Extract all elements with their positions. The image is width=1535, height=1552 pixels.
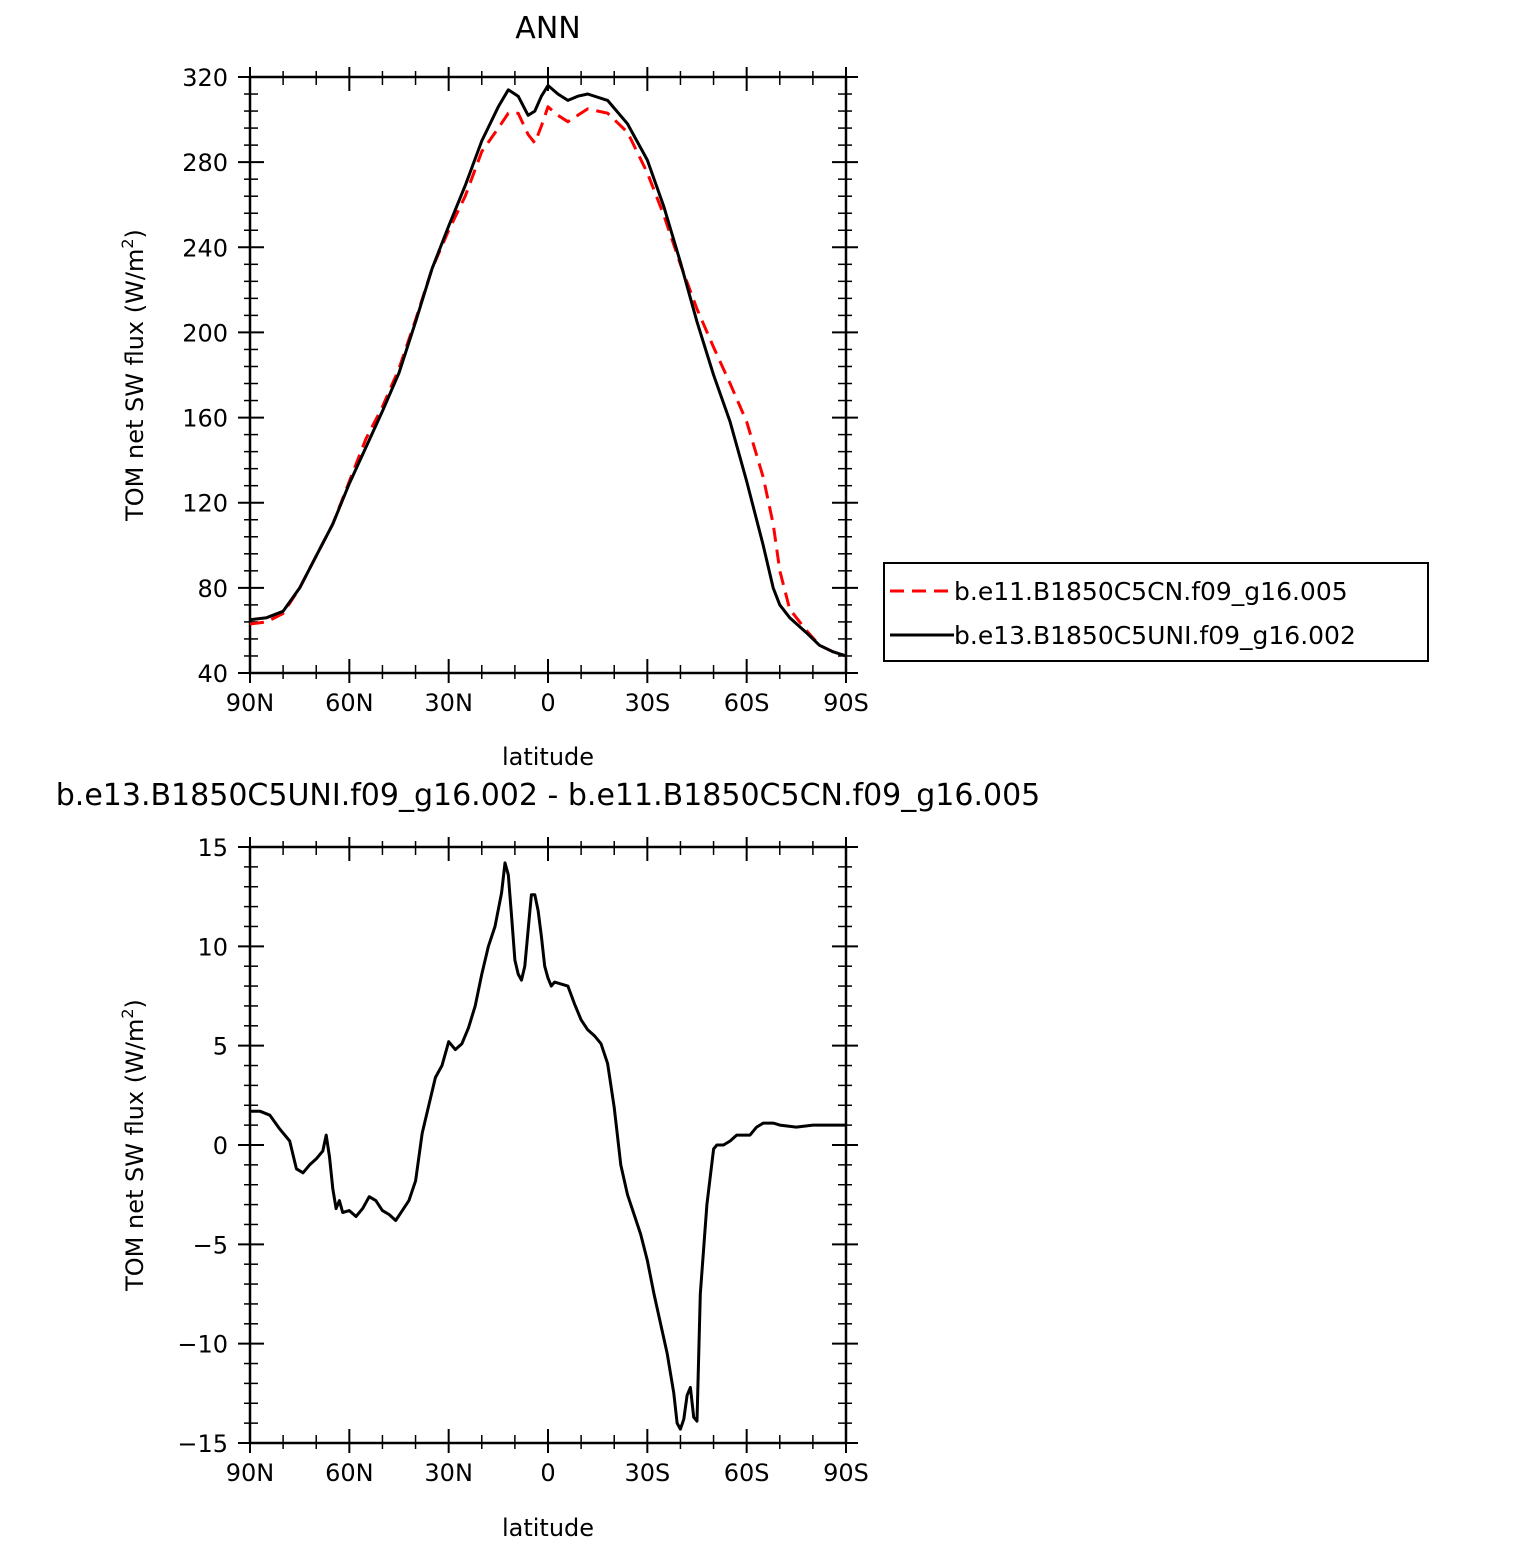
legend: b.e11.B1850C5CN.f09_g16.005 b.e13.B1850C5… (883, 562, 1429, 662)
x-tick-label: 90N (226, 689, 275, 717)
y-axis-label: TOM net SW flux (W/m2) (118, 229, 149, 522)
y-tick-label: −10 (177, 1331, 228, 1359)
y-tick-label: 10 (197, 933, 228, 961)
plot-frame (248, 75, 848, 675)
legend-label-0: b.e11.B1850C5CN.f09_g16.005 (954, 577, 1348, 606)
y-tick-label: −15 (177, 1430, 228, 1458)
series-line-0 (250, 861, 846, 1431)
y-axis-label-main: TOM net SW flux (W/m (121, 249, 149, 522)
x-tick-label: 0 (540, 1459, 555, 1487)
x-tick-label: 30S (624, 1459, 670, 1487)
y-tick-label: 320 (182, 64, 228, 92)
x-axis-label: latitude (502, 1514, 594, 1542)
x-tick-label: 90S (823, 1459, 869, 1487)
y-tick-label: 5 (213, 1033, 228, 1061)
x-tick-label: 30N (424, 689, 473, 717)
chart-title: ANN (515, 11, 580, 46)
x-tick-label: 90N (226, 1459, 275, 1487)
legend-box (883, 562, 1429, 662)
x-tick-label: 60S (724, 689, 770, 717)
bottom-chart-panel: b.e13.B1850C5UNI.f09_g16.002 - b.e11.B18… (56, 778, 1041, 1542)
y-tick-label: 240 (182, 234, 228, 262)
x-tick-label: 30N (424, 1459, 473, 1487)
y-axis-label-sup: 2 (118, 1008, 137, 1018)
y-axis-label-end: ) (121, 999, 149, 1008)
y-tick-label: 80 (197, 575, 228, 603)
y-tick-label: 0 (213, 1132, 228, 1160)
x-tick-label: 60N (325, 689, 374, 717)
legend-label-1: b.e13.B1850C5UNI.f09_g16.002 (954, 621, 1356, 650)
y-tick-label: 280 (182, 149, 228, 177)
y-axis-label-main: TOM net SW flux (W/m (121, 1019, 149, 1292)
series-line-0 (250, 105, 846, 658)
x-tick-label: 0 (540, 689, 555, 717)
x-axis-label: latitude (502, 743, 594, 771)
y-tick-label: 200 (182, 319, 228, 347)
x-tick-label: 30S (624, 689, 670, 717)
y-tick-label: −5 (193, 1231, 228, 1259)
x-tick-label: 90S (823, 689, 869, 717)
y-axis-label-end: ) (121, 229, 149, 238)
x-tick-label: 60S (724, 1459, 770, 1487)
y-tick-label: 40 (197, 660, 228, 688)
y-axis-label-sup: 2 (118, 238, 137, 248)
y-axis-label: TOM net SW flux (W/m2) (118, 999, 149, 1292)
x-tick-label: 60N (325, 1459, 374, 1487)
chart-title: b.e13.B1850C5UNI.f09_g16.002 - b.e11.B18… (56, 778, 1041, 813)
y-tick-label: 15 (197, 834, 228, 862)
plot-frame (248, 845, 848, 1445)
y-tick-label: 160 (182, 405, 228, 433)
y-tick-label: 120 (182, 490, 228, 518)
series-line-1 (250, 84, 846, 658)
